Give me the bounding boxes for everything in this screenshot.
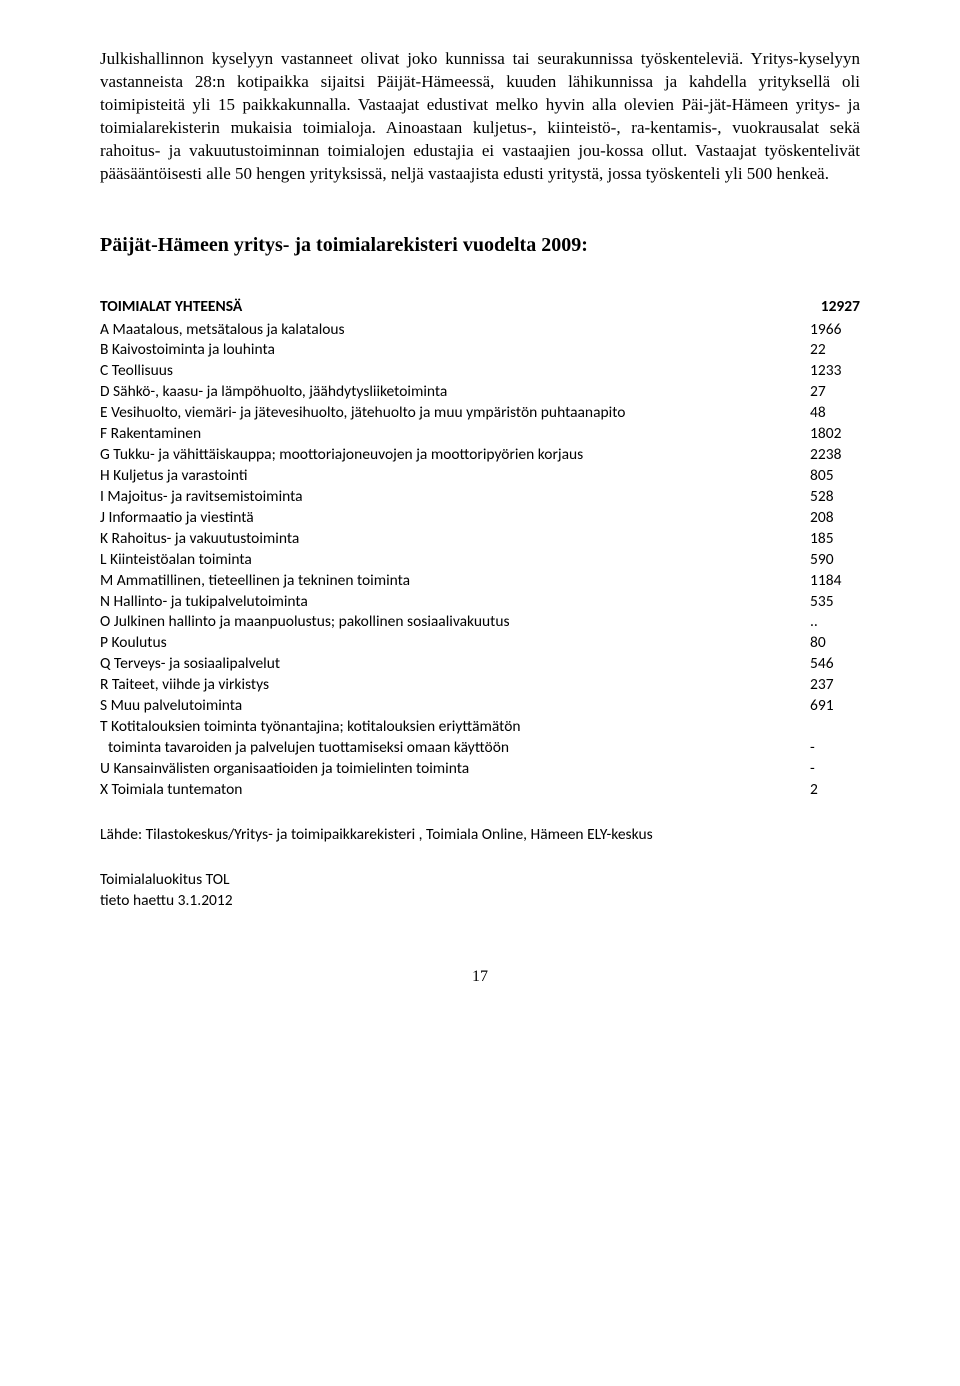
table-cell-label: R Taiteet, viihde ja virkistys — [100, 675, 810, 696]
table-cell-value: 691 — [810, 696, 860, 717]
footer-line: tieto haettu 3.1.2012 — [100, 891, 860, 912]
table-row: T Kotitalouksien toiminta työnantajina; … — [100, 717, 860, 738]
table-row: C Teollisuus1233 — [100, 361, 860, 382]
table-cell-label: L Kiinteistöalan toiminta — [100, 550, 810, 571]
table-row: L Kiinteistöalan toiminta590 — [100, 550, 860, 571]
table-cell-value: 237 — [810, 675, 860, 696]
table-row: S Muu palvelutoiminta691 — [100, 696, 860, 717]
table-row: I Majoitus- ja ravitsemistoiminta528 — [100, 487, 860, 508]
table-cell-value: 2 — [810, 780, 860, 801]
table-cell-label: I Majoitus- ja ravitsemistoiminta — [100, 487, 810, 508]
table-row: K Rahoitus- ja vakuutustoiminta185 — [100, 529, 860, 550]
table-cell-value — [810, 717, 860, 738]
table-cell-label: toiminta tavaroiden ja palvelujen tuotta… — [100, 738, 810, 759]
table-cell-value: 22 — [810, 340, 860, 361]
table-cell-value: - — [810, 738, 860, 759]
table-cell-label: S Muu palvelutoiminta — [100, 696, 810, 717]
table-cell-label: C Teollisuus — [100, 361, 810, 382]
table-cell-value: 208 — [810, 508, 860, 529]
footer-line: Toimialaluokitus TOL — [100, 870, 860, 891]
table-row: F Rakentaminen1802 — [100, 424, 860, 445]
table-cell-label: K Rahoitus- ja vakuutustoiminta — [100, 529, 810, 550]
table-cell-label: E Vesihuolto, viemäri- ja jätevesihuolto… — [100, 403, 810, 424]
table-cell-label: N Hallinto- ja tukipalvelutoiminta — [100, 592, 810, 613]
table-cell-value: 1184 — [810, 571, 860, 592]
table-row: H Kuljetus ja varastointi805 — [100, 466, 860, 487]
table-row: J Informaatio ja viestintä208 — [100, 508, 860, 529]
table-cell-label: U Kansainvälisten organisaatioiden ja to… — [100, 759, 810, 780]
table-row: X Toimiala tuntematon 2 — [100, 780, 860, 801]
table-row: O Julkinen hallinto ja maanpuolustus; pa… — [100, 612, 860, 633]
table-cell-label: B Kaivostoiminta ja louhinta — [100, 340, 810, 361]
table-cell-value: 528 — [810, 487, 860, 508]
body-paragraph: Julkishallinnon kyselyyn vastanneet oliv… — [100, 48, 860, 186]
table-cell-label: F Rakentaminen — [100, 424, 810, 445]
table-cell-label: T Kotitalouksien toiminta työnantajina; … — [100, 717, 810, 738]
table-cell-value: .. — [810, 612, 860, 633]
table-row: Q Terveys- ja sosiaalipalvelut546 — [100, 654, 860, 675]
table-cell-value: 80 — [810, 633, 860, 654]
table-cell-value: 185 — [810, 529, 860, 550]
footer-info: Toimialaluokitus TOL tieto haettu 3.1.20… — [100, 870, 860, 912]
table-row: R Taiteet, viihde ja virkistys237 — [100, 675, 860, 696]
table-cell-label: G Tukku- ja vähittäiskauppa; moottoriajo… — [100, 445, 810, 466]
table-cell-label: M Ammatillinen, tieteellinen ja tekninen… — [100, 571, 810, 592]
table-row: N Hallinto- ja tukipalvelutoiminta535 — [100, 592, 860, 613]
table-row: U Kansainvälisten organisaatioiden ja to… — [100, 759, 860, 780]
table-row: B Kaivostoiminta ja louhinta22 — [100, 340, 860, 361]
table-cell-value: 2238 — [810, 445, 860, 466]
table-cell-value: 27 — [810, 382, 860, 403]
table-row: E Vesihuolto, viemäri- ja jätevesihuolto… — [100, 403, 860, 424]
table-cell-label: J Informaatio ja viestintä — [100, 508, 810, 529]
table-cell-label: H Kuljetus ja varastointi — [100, 466, 810, 487]
table-header-label: TOIMIALAT YHTEENSÄ — [100, 297, 242, 318]
table-cell-value: 1233 — [810, 361, 860, 382]
table-row: P Koulutus80 — [100, 633, 860, 654]
table-cell-value: - — [810, 759, 860, 780]
table-cell-value: 1802 — [810, 424, 860, 445]
table-cell-value: 546 — [810, 654, 860, 675]
table-cell-label: P Koulutus — [100, 633, 810, 654]
table-row: A Maatalous, metsätalous ja kalatalous19… — [100, 320, 860, 341]
table-cell-value: 805 — [810, 466, 860, 487]
page-number: 17 — [100, 968, 860, 986]
source-line: Lähde: Tilastokeskus/Yritys- ja toimipai… — [100, 825, 860, 846]
table-row: M Ammatillinen, tieteellinen ja tekninen… — [100, 571, 860, 592]
table-cell-value: 535 — [810, 592, 860, 613]
table-header-value: 12927 — [821, 297, 860, 318]
table-header-row: TOIMIALAT YHTEENSÄ 12927 — [100, 297, 860, 318]
industry-table: TOIMIALAT YHTEENSÄ 12927 A Maatalous, me… — [100, 297, 860, 801]
table-cell-label: Q Terveys- ja sosiaalipalvelut — [100, 654, 810, 675]
section-heading: Päijät-Hämeen yritys- ja toimialarekiste… — [100, 234, 860, 257]
table-row: toiminta tavaroiden ja palvelujen tuotta… — [100, 738, 860, 759]
table-cell-value: 1966 — [810, 320, 860, 341]
table-cell-value: 48 — [810, 403, 860, 424]
table-cell-label: X Toimiala tuntematon — [100, 780, 810, 801]
table-cell-label: D Sähkö-, kaasu- ja lämpöhuolto, jäähdyt… — [100, 382, 810, 403]
table-row: G Tukku- ja vähittäiskauppa; moottoriajo… — [100, 445, 860, 466]
table-cell-value: 590 — [810, 550, 860, 571]
table-cell-label: O Julkinen hallinto ja maanpuolustus; pa… — [100, 612, 810, 633]
table-row: D Sähkö-, kaasu- ja lämpöhuolto, jäähdyt… — [100, 382, 860, 403]
table-cell-label: A Maatalous, metsätalous ja kalatalous — [100, 320, 810, 341]
